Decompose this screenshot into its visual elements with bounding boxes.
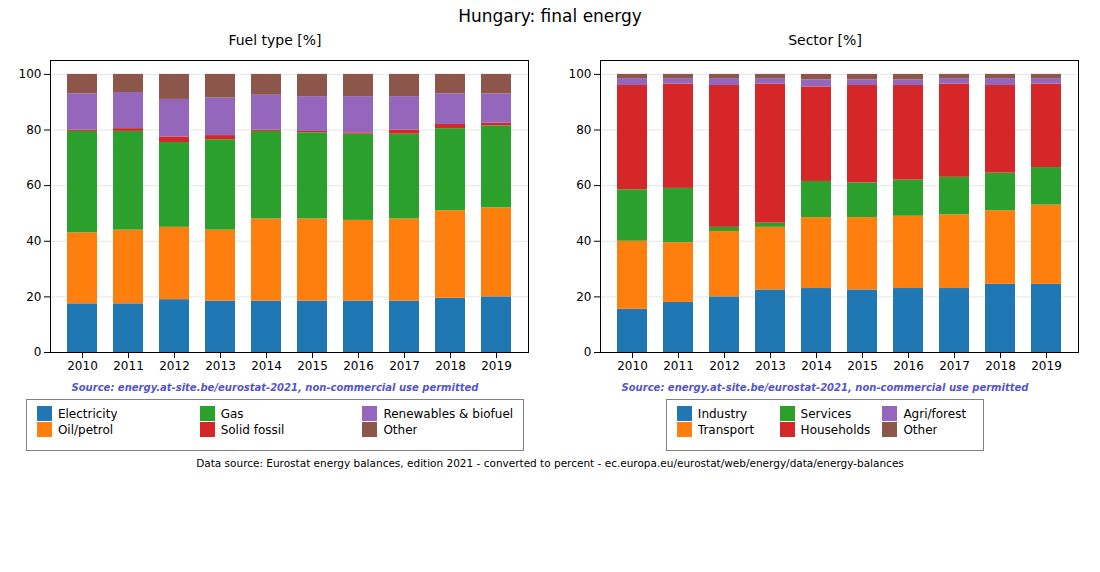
svg-text:2014: 2014 [251, 359, 282, 373]
svg-text:2010: 2010 [617, 359, 648, 373]
html-text:Fuel type [%]: Fuel type [%] [228, 32, 322, 48]
html-text:Agri/forest: Agri/forest [903, 406, 967, 421]
html-text:Other: Other [383, 422, 418, 437]
html-text:Hungary: final energy: Hungary: final energy [458, 6, 642, 26]
svg-text:100: 100 [569, 67, 592, 81]
svg-text:2012: 2012 [709, 359, 740, 373]
svg-text:2015: 2015 [297, 359, 328, 373]
html-text:Data source: Eurostat energy b: Data source: Eurostat energy balances, e… [196, 457, 904, 469]
svg-text:100: 100 [19, 67, 42, 81]
html-text:Solid fossil: Solid fossil [220, 422, 285, 437]
svg-text:0: 0 [584, 345, 592, 359]
html-text:Transport: Transport [697, 422, 755, 437]
svg-text:2017: 2017 [939, 359, 970, 373]
html-text:Households: Households [800, 422, 871, 437]
svg-text:2016: 2016 [893, 359, 924, 373]
svg-text:80: 80 [26, 123, 41, 137]
html-text:Oil/petrol: Oil/petrol [57, 422, 114, 437]
html-text:Gas: Gas [220, 406, 244, 421]
svg-text:2017: 2017 [389, 359, 420, 373]
svg-text:2011: 2011 [663, 359, 694, 373]
html-text:Renewables & biofuel: Renewables & biofuel [383, 406, 514, 421]
html-text:Electricity: Electricity [57, 406, 118, 421]
svg-text:60: 60 [26, 178, 41, 192]
svg-text:2013: 2013 [205, 359, 236, 373]
svg-text:2012: 2012 [159, 359, 190, 373]
svg-text:2013: 2013 [755, 359, 786, 373]
html-text:Industry: Industry [697, 406, 748, 421]
svg-text:2019: 2019 [1031, 359, 1062, 373]
svg-text:2015: 2015 [847, 359, 878, 373]
svg-text:80: 80 [576, 123, 591, 137]
html-text:Source: energy.at-site.be/euro: Source: energy.at-site.be/eurostat-2021,… [71, 382, 479, 393]
svg-text:2010: 2010 [67, 359, 98, 373]
svg-text:20: 20 [576, 290, 591, 304]
svg-text:2018: 2018 [985, 359, 1016, 373]
html-text:Source: energy.at-site.be/euro: Source: energy.at-site.be/eurostat-2021,… [621, 382, 1029, 393]
svg-text:2016: 2016 [343, 359, 374, 373]
svg-text:0: 0 [34, 345, 42, 359]
svg-text:40: 40 [26, 234, 41, 248]
svg-text:60: 60 [576, 178, 591, 192]
svg-text:2014: 2014 [801, 359, 832, 373]
html-text:Other: Other [903, 422, 938, 437]
svg-text:2011: 2011 [113, 359, 144, 373]
svg-text:2019: 2019 [481, 359, 512, 373]
svg-text:20: 20 [26, 290, 41, 304]
html-text:Sector [%]: Sector [%] [788, 32, 862, 48]
html-text:Services: Services [800, 406, 852, 421]
svg-text:2018: 2018 [435, 359, 466, 373]
svg-text:40: 40 [576, 234, 591, 248]
